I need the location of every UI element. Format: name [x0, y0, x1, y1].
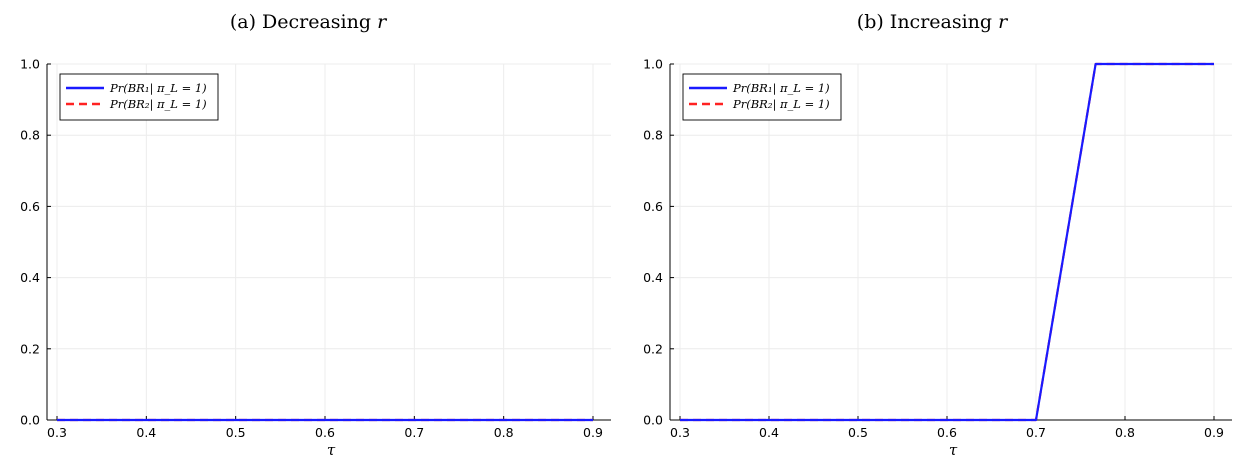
legend-label: Pr(BR₂| π_L = 1) — [732, 97, 830, 112]
x-tick-label: 0.4 — [136, 425, 156, 440]
y-tick-label: 0.2 — [20, 341, 40, 356]
chart-title: (a) Decreasing r — [230, 11, 388, 33]
x-tick-label: 0.6 — [937, 425, 957, 440]
x-tick-label: 0.9 — [1204, 425, 1224, 440]
y-tick-label: 0.0 — [20, 413, 40, 428]
legend-box — [682, 73, 842, 121]
chart-panel-1: (a) Decreasing r 0.3 0.4 0.5 0.6 0.7 0.8 0.9 0.0… — [20, 11, 611, 459]
chart-title: (b) Increasing r — [857, 11, 1009, 33]
y-tick-label: 1.0 — [20, 57, 40, 72]
x-tick-label: 0.3 — [47, 425, 67, 440]
legend-label: Pr(BR₁| π_L = 1) — [109, 81, 207, 96]
y-tick-label: 0.8 — [20, 128, 40, 143]
x-tick-label: 0.6 — [315, 425, 335, 440]
legend-label: Pr(BR₁| π_L = 1) — [732, 81, 830, 96]
x-axis-label: τ — [949, 441, 958, 459]
x-axis-label: τ — [327, 441, 336, 459]
legend-label: Pr(BR₂| π_L = 1) — [109, 97, 207, 112]
y-tick-label: 0.8 — [643, 128, 663, 143]
y-tick-label: 0.4 — [643, 270, 663, 285]
chart-panel-2: (b) Increasing r 0.3 0.4 0.5 0.6 0.7 0.8 0.9 0.0… — [643, 11, 1232, 459]
x-tick-label: 0.9 — [583, 425, 603, 440]
x-tick-label: 0.7 — [1026, 425, 1046, 440]
y-tick-label: 0.0 — [643, 413, 663, 428]
x-tick-label: 0.5 — [226, 425, 246, 440]
y-tick-label: 0.6 — [20, 199, 40, 214]
x-tick-label: 0.4 — [759, 425, 779, 440]
y-tick-label: 0.6 — [643, 199, 663, 214]
x-tick-label: 0.7 — [404, 425, 424, 440]
x-tick-label: 0.3 — [670, 425, 690, 440]
x-tick-label: 0.8 — [1115, 425, 1135, 440]
legend-box — [59, 73, 219, 121]
series-line-1 — [680, 62, 1214, 422]
x-tick-label: 0.5 — [848, 425, 868, 440]
y-tick-label: 0.2 — [643, 341, 663, 356]
y-tick-label: 0.4 — [20, 270, 40, 285]
y-tick-label: 1.0 — [643, 57, 663, 72]
x-tick-label: 0.8 — [494, 425, 514, 440]
